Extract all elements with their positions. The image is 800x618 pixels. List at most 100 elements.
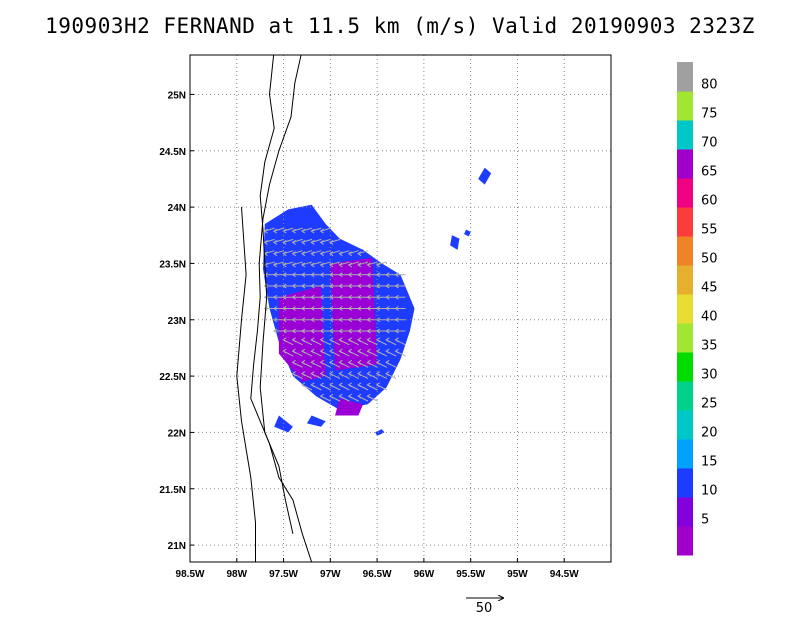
wind-vector-head xyxy=(310,228,315,234)
wind-vector-head xyxy=(357,294,362,300)
wind-vector-head xyxy=(301,239,306,245)
wind-vector xyxy=(301,227,313,232)
colorbar-box xyxy=(677,497,693,527)
wind-vector-head xyxy=(366,317,371,323)
wind-vector-head xyxy=(338,283,343,289)
wind-vector-head xyxy=(385,272,390,278)
swath-fragment xyxy=(450,235,460,250)
wind-vector xyxy=(339,261,350,266)
wind-vector-head xyxy=(347,328,352,334)
wind-vector-head xyxy=(375,272,381,278)
wind-vector xyxy=(264,250,275,255)
wind-vector-head xyxy=(301,382,306,388)
wind-vector-head xyxy=(310,317,315,323)
colorbar-box xyxy=(677,120,693,150)
swath-fragment xyxy=(375,429,385,436)
wind-vector-head xyxy=(347,348,352,354)
wind-vector xyxy=(283,261,294,266)
wind-vector-head xyxy=(291,239,296,245)
colorbar-label: 30 xyxy=(701,368,718,383)
wind-vector-head xyxy=(301,283,306,289)
wind-vector-head xyxy=(347,306,352,311)
x-tick-label: 94.5W xyxy=(550,569,579,580)
wind-vector-head xyxy=(338,262,343,268)
wind-vector-head xyxy=(263,228,268,234)
wind-vector-head xyxy=(338,393,343,399)
wind-vector-head xyxy=(272,262,278,268)
wind-vector-head xyxy=(291,371,296,377)
wind-vector-head xyxy=(366,272,371,278)
wind-vector-head xyxy=(394,294,399,300)
wind-vector-head xyxy=(357,306,362,311)
wind-vector xyxy=(311,261,322,266)
wind-vector-head xyxy=(329,251,334,257)
wind-vector-head xyxy=(385,359,390,365)
wind-vector-head xyxy=(319,348,324,354)
wind-vector-head xyxy=(338,382,343,388)
wind-vector-head xyxy=(375,382,381,388)
colorbar-label: 25 xyxy=(701,397,718,412)
plot-title: 190903H2 FERNAND at 11.5 km (m/s) Valid … xyxy=(45,14,755,38)
y-tick-label: 23N xyxy=(168,316,186,327)
wind-vector-head xyxy=(282,306,287,311)
wind-vector-head xyxy=(347,283,352,289)
colorbar-label: 55 xyxy=(701,223,718,238)
wind-vector-head xyxy=(319,328,324,334)
wind-vector-head xyxy=(319,337,324,343)
wind-vector xyxy=(292,261,303,266)
x-tick-label: 95W xyxy=(507,569,528,580)
wind-vector-head xyxy=(319,251,324,257)
colorbar: 5 10 15 20 25 30 35 40 45 50 55 60 65 70 75 80 xyxy=(677,62,718,556)
wind-vector-head xyxy=(301,359,306,365)
colorbar-label: 20 xyxy=(701,426,718,441)
colorbar-box xyxy=(677,323,693,353)
wind-vector-head xyxy=(329,239,334,245)
wind-vector-head xyxy=(394,272,399,278)
colorbar-label: 75 xyxy=(701,107,718,122)
wind-vector-head xyxy=(329,272,334,278)
wind-vector-head xyxy=(310,306,315,311)
wind-vector-head xyxy=(282,294,287,300)
wind-vector-head xyxy=(338,348,343,354)
wind-vector xyxy=(329,250,341,255)
wind-vector-head xyxy=(310,382,315,388)
wind-vector-head xyxy=(301,272,306,278)
wind-vector-head xyxy=(347,251,352,257)
wind-vector-head xyxy=(272,328,278,334)
scale-vector: 50 xyxy=(466,598,503,616)
wind-vector-head xyxy=(263,306,268,311)
wind-vector-head xyxy=(394,348,399,354)
wind-vector-head xyxy=(310,294,315,300)
wind-vector xyxy=(329,238,341,243)
wind-vector-head xyxy=(375,371,381,377)
wind-vector xyxy=(264,227,275,232)
wind-vector-head xyxy=(310,328,315,334)
wind-vector-head xyxy=(366,306,371,311)
wind-vector xyxy=(283,250,294,255)
wind-vector-head xyxy=(310,359,315,365)
wind-vector-head xyxy=(319,283,324,289)
wind-vector-head xyxy=(394,328,399,334)
x-tick-label: 98.5W xyxy=(176,569,205,580)
wind-vector-head xyxy=(357,251,362,257)
wind-vector-head xyxy=(301,348,306,354)
wind-vector-head xyxy=(347,371,352,377)
wind-vector-head xyxy=(366,393,371,399)
wind-vector-head xyxy=(375,359,381,365)
wind-vector-head xyxy=(272,306,278,311)
wind-vector xyxy=(292,250,303,255)
wind-vector-head xyxy=(319,382,324,388)
wind-vector xyxy=(357,250,369,255)
wind-vector-head xyxy=(385,306,390,311)
wind-vector-head xyxy=(375,283,381,289)
wind-vector xyxy=(292,238,303,243)
wind-vector xyxy=(264,238,275,243)
wind-vector-head xyxy=(272,239,278,245)
colorbar-box xyxy=(677,265,693,295)
colorbar-label: 40 xyxy=(701,310,718,325)
colorbar-box xyxy=(677,439,693,469)
wind-vector-head xyxy=(291,283,296,289)
wind-vector-head xyxy=(319,317,324,323)
map-frame xyxy=(189,54,612,563)
wind-vector xyxy=(283,238,294,243)
